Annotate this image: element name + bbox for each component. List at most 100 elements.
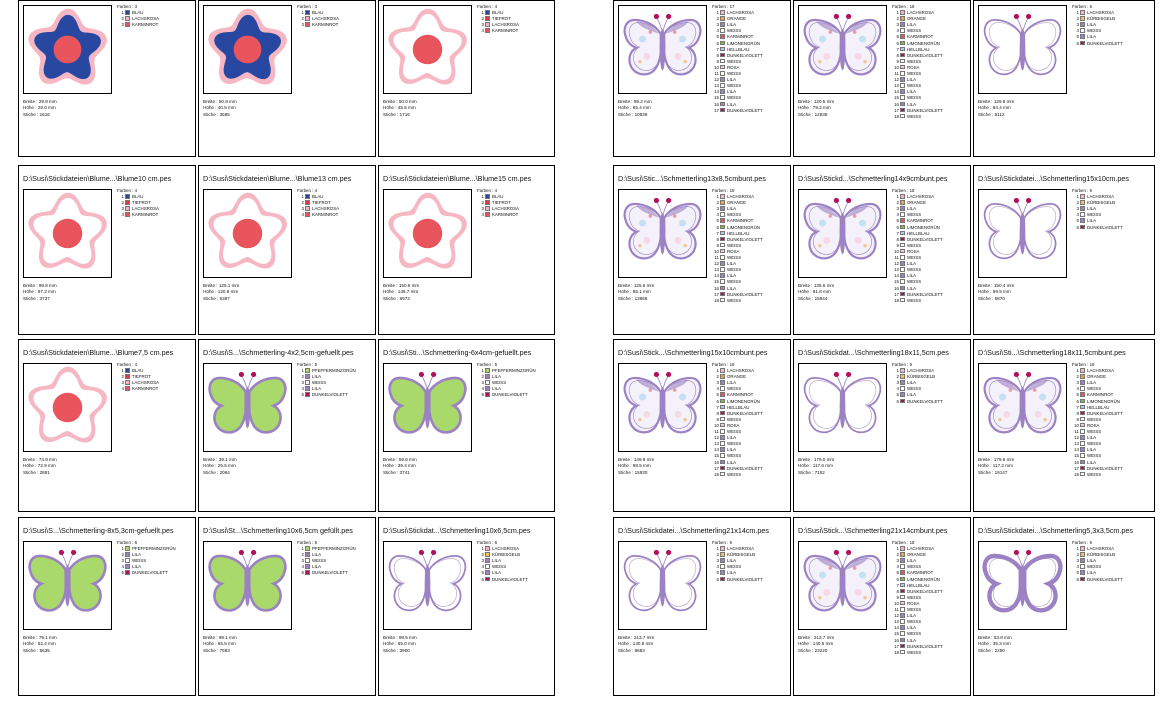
color-list: Farben : 6 1 LACHSROSA 2 KÜRBISGELB 3 LILA 4 WEI… [1072,4,1123,47]
color-swatch [900,398,905,404]
color-index: 4 [481,212,484,218]
design-cell[interactable]: Breite : 129.8 mm Höhe : 84.4 mm Stiche : … [973,0,1155,157]
color-index: 9 [896,594,899,600]
design-thumbnail[interactable] [618,541,707,630]
color-name: KARMINROT [727,218,754,224]
color-entry: 12 LILA [892,613,943,619]
color-name: KÜRBISGELB [492,552,521,558]
design-cell[interactable]: D:\Susi\Stickdatei...\Schmetterling21x14… [613,517,791,696]
color-entry: 5 KARMINROT [712,218,763,224]
butterfly-icon [28,549,107,612]
color-entry: 6 DUNKELVIOLETT [892,398,943,405]
design-filename: D:\Susi\St...\Schmetterling10x6,5cm gefü… [203,526,353,535]
color-entry: 2 ORANGE [1072,374,1123,380]
color-name: WEISS [727,471,742,477]
color-entry: 3 LILA [1072,206,1123,212]
design-thumbnail[interactable] [618,189,707,278]
design-thumbnail[interactable] [383,5,472,94]
design-thumbnail[interactable] [203,363,292,452]
design-filename: D:\Susi\Stic...\Schmetterling13x8,5cmbun… [618,174,766,183]
design-cell[interactable]: D:\Susi\Stick...\Schmetterling15x10cmbun… [613,339,791,512]
design-thumbnail[interactable] [383,189,472,278]
design-cell[interactable]: D:\Susi\Stickdat...\Schmetterling18x11,5… [793,339,971,512]
design-cell[interactable]: D:\Susi\Stickdatei...\Schmetterling15x10… [973,165,1155,335]
height-value: Höhe : 146.7 mm [383,289,419,295]
design-cell[interactable]: Breite : 29.9 mm Höhe : 28.0 mm Stiche : 1… [18,0,196,157]
color-name: WEISS [907,564,922,570]
design-cell[interactable]: D:\Susi\Stickdateien\Blume...\Blume13 cm… [198,165,376,335]
color-swatch [720,447,725,452]
design-cell[interactable]: Breite : 50.9 mm Höhe : 40.5 mm Stiche : 3… [198,0,376,157]
color-swatch [125,564,130,569]
design-cell[interactable]: Breite : 50.0 mm Höhe : 45.5 mm Stiche : 1… [378,0,555,157]
design-thumbnail[interactable] [978,541,1067,630]
design-stats: Breite : 74.9 mm Höhe : 72.9 mm Stiche : 2… [23,457,57,476]
color-name: WEISS [907,212,922,218]
design-thumbnail[interactable] [798,541,887,630]
design-cell[interactable]: D:\Susi\Sti...\Schmetterling-6x4cm-gefue… [378,339,555,512]
color-entry: 5 DUNKELVIOLETT [477,392,536,398]
color-name: LILA [907,273,917,279]
color-swatch [900,101,905,106]
design-stats: Breite : 149.9 mm Höhe : 98.5 mm Stiche : … [618,457,654,476]
color-swatch [900,374,905,379]
color-count: Farben : 18 [892,540,915,545]
height-value: Höhe : 45.5 mm [383,105,416,111]
design-thumbnail[interactable] [798,363,887,452]
design-thumbnail[interactable] [798,5,887,94]
color-name: KARMINROT [132,386,159,392]
design-cell[interactable]: D:\Susi\Stickdateien\Blume...\Blume7,5 c… [18,339,196,512]
design-thumbnail[interactable] [23,363,112,452]
design-cell[interactable]: D:\Susi\Stickdatei...\Schmetterling5,3x3… [973,517,1155,696]
design-thumbnail[interactable] [23,189,112,278]
design-thumbnail[interactable] [618,5,707,94]
design-thumbnail[interactable] [383,541,472,630]
color-swatch [1080,40,1085,46]
design-cell[interactable]: D:\Susi\S...\Schmetterling-8x5,3cm-gefue… [18,517,196,696]
design-thumbnail[interactable] [798,189,887,278]
color-entry: 10 ROSA [1072,422,1123,429]
color-swatch [900,71,905,76]
color-index: 14 [714,89,719,95]
color-index: 13 [894,83,899,89]
color-name: WEISS [907,255,922,261]
design-cell[interactable]: D:\Susi\St...\Schmetterling10x6,5cm gefü… [198,517,376,696]
color-entry: 1 BLAU [477,10,519,16]
design-cell[interactable]: D:\Susi\Stickdateien\Blume...\Blume15 cm… [378,165,555,335]
design-thumbnail[interactable] [618,363,707,452]
color-swatch [900,607,905,612]
design-thumbnail[interactable] [383,363,472,452]
butterfly-icon [803,371,882,434]
design-filename: D:\Susi\Stickdateien\Blume...\Blume7,5 c… [23,348,174,357]
stitch-count: Stiche : 3741 [383,469,410,475]
design-cell[interactable]: D:\Susi\Stickd...\Schmetterling14x9cmbun… [793,165,971,335]
design-thumbnail[interactable] [978,189,1067,278]
design-thumbnail[interactable] [203,189,292,278]
design-cell[interactable]: D:\Susi\Stick...\Schmetterling21x14cmbun… [793,517,971,696]
design-thumbnail[interactable] [23,541,112,630]
design-thumbnail[interactable] [203,5,292,94]
color-index: 2 [896,374,899,380]
design-thumbnail[interactable] [203,541,292,630]
color-entry: 4 KARMINROT [117,386,159,392]
design-cell[interactable]: D:\Susi\Stic...\Schmetterling13x8,5cmbun… [613,165,791,335]
design-cell[interactable]: D:\Susi\Stickdateien\Blume...\Blume10 cm… [18,165,196,335]
color-swatch [1080,10,1085,15]
color-name: TIEFROT [312,200,331,206]
design-thumbnail[interactable] [23,5,112,94]
width-value: Breite : 179.5 mm [978,457,1015,462]
color-entry: 3 LILA [712,380,763,386]
height-value: Höhe : 79.2 mm [798,105,831,111]
design-thumbnail[interactable] [978,363,1067,452]
design-cell[interactable]: D:\Susi\S...\Schmetterling-4x2,5cm-gefue… [198,339,376,512]
design-cell[interactable]: Breite : 120.5 mm Höhe : 79.2 mm Stiche : … [793,0,971,157]
design-thumbnail[interactable] [978,5,1067,94]
color-entry: 6 LIMONENGRÜN [712,398,763,405]
color-swatch [900,46,905,52]
color-entry: 2 ORANGE [892,200,943,206]
design-cell[interactable]: D:\Susi\Sti...\Schmetterling18x11,5cmbun… [973,339,1155,512]
color-entry: 4 LILA [297,564,356,570]
color-swatch [1080,16,1085,21]
design-cell[interactable]: Breite : 99.2 mm Höhe : 65.4 mm Stiche : 1… [613,0,791,157]
design-cell[interactable]: D:\Susi\Stickdat...\Schmetterling10x6,5c… [378,517,555,696]
